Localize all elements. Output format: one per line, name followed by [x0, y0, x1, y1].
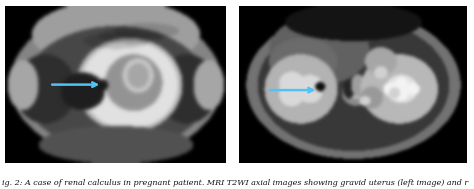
Text: ig. 2: A case of renal calculus in pregnant patient. MRI T2WI axial images showi: ig. 2: A case of renal calculus in pregn…: [2, 179, 469, 187]
